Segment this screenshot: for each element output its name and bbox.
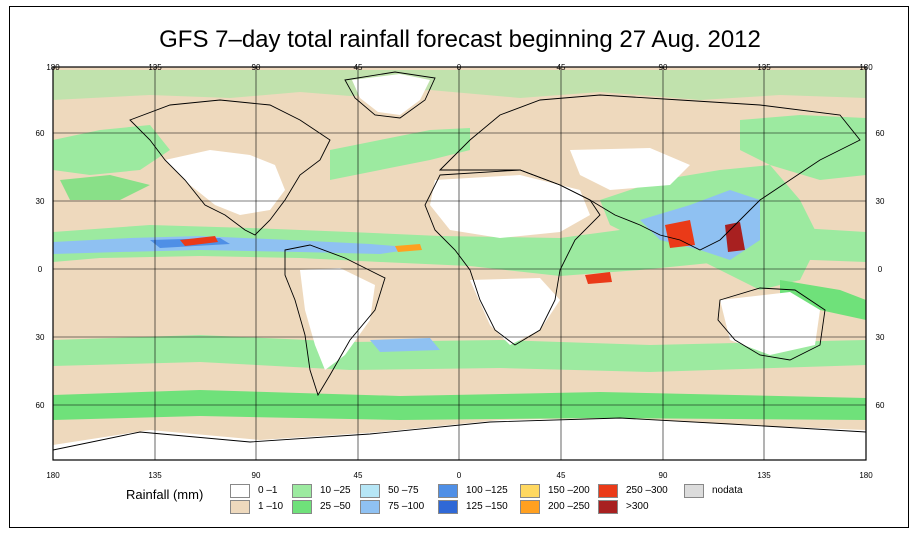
rain-band-north-pacific-east: [740, 115, 866, 180]
heavy-rain-east-pacific: [180, 236, 218, 246]
coastlines: [52, 71, 867, 451]
lat-tick-label: 30: [876, 333, 885, 342]
lat-tick-label: 30: [876, 197, 885, 206]
lat-tick-label: 0: [38, 265, 43, 274]
rain-band-north-atlantic: [330, 128, 470, 180]
legend-label: 250 –300: [626, 485, 668, 496]
map-border: [52, 66, 867, 461]
lon-tick-label: 180: [46, 63, 60, 72]
heavy-rain-bay-of-bengal: [665, 220, 695, 248]
lat-tick-label: 60: [36, 129, 45, 138]
legend-label: 125 –150: [466, 501, 508, 512]
legend-label: 75 –100: [388, 501, 425, 512]
legend-swatch: [360, 484, 380, 498]
lat-tick-label: 60: [36, 401, 45, 410]
figure-frame: [9, 6, 909, 528]
lon-tick-label: 180: [859, 471, 873, 480]
legend-title: Rainfall (mm): [126, 487, 204, 502]
heavy-rain-atlantic: [395, 244, 422, 252]
lon-tick-label: 45: [354, 63, 363, 72]
coastline-south-america: [284, 244, 386, 397]
rain-band-southern-ocean-blue: [370, 338, 440, 352]
legend-swatch: [438, 500, 458, 514]
africa-dry: [430, 175, 590, 238]
lat-tick-label: 30: [36, 197, 45, 206]
lat-ticks-left: 60 30 0 30 60: [36, 129, 45, 410]
greenland-dry: [352, 74, 430, 115]
coastline-north-america: [129, 99, 331, 236]
rain-south-pacific-convergence: [780, 280, 866, 320]
legend-label: 50 –75: [388, 485, 419, 496]
lon-tick-label: 135: [757, 471, 771, 480]
north-america-dry: [165, 150, 285, 215]
legend-label: 100 –125: [466, 485, 508, 496]
legend-swatch: [230, 500, 250, 514]
coastline-greenland: [344, 71, 436, 119]
lat-tick-label: 60: [876, 129, 885, 138]
map-title: GFS 7–day total rainfall forecast beginn…: [159, 26, 761, 53]
central-asia-dry: [570, 148, 690, 190]
lon-tick-label: 135: [148, 63, 162, 72]
legend-label: 150 –200: [548, 485, 590, 496]
coastline-antarctica: [52, 417, 867, 451]
lon-tick-label: 180: [859, 63, 873, 72]
lon-tick-label: 45: [557, 63, 566, 72]
legend-swatch: [292, 500, 312, 514]
lon-tick-label: 180: [46, 471, 60, 480]
lon-tick-label: 90: [659, 63, 668, 72]
lon-ticks-bottom: 180 135 90 45 0 45 90 135 180: [46, 471, 873, 480]
legend-swatch: [598, 484, 618, 498]
heavy-rain-arabian-sea: [585, 272, 612, 284]
coastline-eurasia: [438, 94, 861, 251]
lon-tick-label: 45: [557, 471, 566, 480]
rain-band-north-pacific-west: [60, 175, 150, 200]
legend-label: >300: [626, 501, 649, 512]
legend-swatch: [520, 484, 540, 498]
lat-tick-label: 60: [876, 401, 885, 410]
legend-swatch: [520, 500, 540, 514]
coastline-australia: [717, 287, 826, 361]
lon-tick-label: 90: [659, 471, 668, 480]
lat-tick-label: 0: [878, 265, 883, 274]
legend-label: nodata: [712, 485, 743, 496]
legend-swatch: [438, 484, 458, 498]
legend-swatch: [684, 484, 704, 498]
rain-band-north-pacific: [53, 125, 170, 175]
legend-label: 200 –250: [548, 501, 590, 512]
lon-tick-label: 45: [354, 471, 363, 480]
australia-dry: [720, 292, 820, 355]
lon-ticks-top: 180 135 90 45 0 45 90 135 180: [46, 63, 873, 72]
legend-label: 25 –50: [320, 501, 351, 512]
legend-swatch: [292, 484, 312, 498]
legend-swatch: [230, 484, 250, 498]
legend-label: 0 –1: [258, 485, 278, 496]
legend-swatch: [598, 500, 618, 514]
lon-tick-label: 90: [252, 63, 261, 72]
south-america-dry: [300, 268, 375, 370]
legend-label: 10 –25: [320, 485, 351, 496]
legend-label: 1 –10: [258, 501, 284, 512]
legend-swatch: [360, 500, 380, 514]
itcz-band-core: [53, 236, 420, 254]
lat-ticks-right: 60 30 0 30 60: [876, 129, 885, 410]
lat-tick-label: 30: [36, 333, 45, 342]
graticule: [53, 67, 866, 460]
lon-tick-label: 135: [757, 63, 771, 72]
lon-tick-label: 135: [148, 471, 162, 480]
southern-africa-dry: [470, 278, 560, 345]
lon-tick-label: 0: [457, 63, 462, 72]
lon-tick-label: 90: [252, 471, 261, 480]
lon-tick-label: 0: [457, 471, 462, 480]
